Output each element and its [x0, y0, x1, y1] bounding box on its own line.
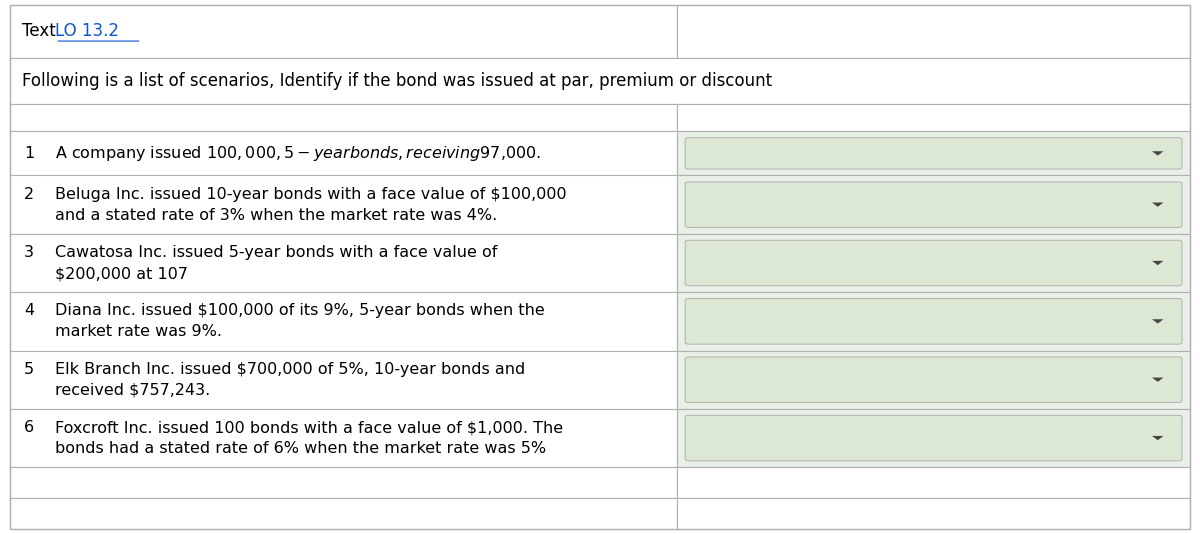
FancyBboxPatch shape	[685, 138, 1182, 169]
Polygon shape	[1152, 319, 1164, 324]
Text: 3: 3	[24, 245, 34, 260]
Text: Elk Branch Inc. issued $700,000 of 5%, 10-year bonds and: Elk Branch Inc. issued $700,000 of 5%, 1…	[55, 362, 526, 376]
Text: 6: 6	[24, 420, 34, 435]
Polygon shape	[1152, 151, 1164, 155]
Bar	[10, 409, 677, 467]
Bar	[677, 467, 1190, 498]
Polygon shape	[1152, 378, 1164, 382]
Bar	[677, 176, 1190, 234]
Polygon shape	[1152, 261, 1164, 265]
Bar	[10, 131, 677, 176]
Bar	[677, 131, 1190, 176]
Bar	[677, 409, 1190, 467]
Bar	[677, 176, 1190, 234]
Text: LO 13.2: LO 13.2	[55, 22, 119, 41]
Text: received $757,243.: received $757,243.	[55, 383, 210, 398]
Bar	[677, 104, 1190, 131]
Bar	[677, 409, 1190, 467]
Bar	[10, 234, 677, 292]
Bar	[677, 467, 1190, 498]
Bar	[677, 292, 1190, 350]
Bar	[10, 58, 1190, 104]
Bar	[10, 131, 677, 176]
FancyBboxPatch shape	[685, 182, 1182, 227]
FancyBboxPatch shape	[685, 299, 1182, 344]
Text: Text: Text	[22, 22, 60, 41]
Bar	[677, 350, 1190, 409]
Bar	[10, 104, 677, 131]
Text: 5: 5	[24, 362, 34, 376]
Text: 2: 2	[24, 187, 34, 202]
FancyBboxPatch shape	[685, 357, 1182, 403]
Bar	[677, 131, 1190, 176]
Text: A company issued $100,000, 5-year bonds, receiving $97,000.: A company issued $100,000, 5-year bonds,…	[55, 144, 541, 163]
Bar	[10, 5, 677, 58]
Bar	[10, 350, 677, 409]
Bar	[677, 292, 1190, 350]
Bar	[10, 292, 677, 350]
FancyBboxPatch shape	[685, 415, 1182, 461]
Bar	[10, 234, 677, 292]
Bar	[10, 467, 677, 498]
Bar	[10, 58, 1190, 104]
Bar	[10, 176, 677, 234]
Bar	[677, 498, 1190, 529]
Polygon shape	[1152, 436, 1164, 440]
Text: 1: 1	[24, 146, 35, 161]
Bar	[10, 498, 677, 529]
Text: market rate was 9%.: market rate was 9%.	[55, 324, 222, 340]
Bar	[677, 5, 1190, 58]
Bar	[10, 409, 677, 467]
Bar	[10, 292, 677, 350]
Bar	[10, 498, 677, 529]
Text: Beluga Inc. issued 10-year bonds with a face value of $100,000: Beluga Inc. issued 10-year bonds with a …	[55, 187, 566, 202]
FancyBboxPatch shape	[685, 240, 1182, 286]
Bar	[10, 350, 677, 409]
Bar	[10, 176, 677, 234]
Text: 4: 4	[24, 303, 34, 318]
Text: Foxcroft Inc. issued 100 bonds with a face value of $1,000. The: Foxcroft Inc. issued 100 bonds with a fa…	[55, 420, 563, 435]
Text: $200,000 at 107: $200,000 at 107	[55, 266, 188, 281]
Bar	[677, 5, 1190, 58]
Text: Cawatosa Inc. issued 5-year bonds with a face value of: Cawatosa Inc. issued 5-year bonds with a…	[55, 245, 498, 260]
Bar	[10, 467, 677, 498]
Bar	[677, 234, 1190, 292]
Bar	[677, 234, 1190, 292]
Polygon shape	[1152, 202, 1164, 207]
Text: bonds had a stated rate of 6% when the market rate was 5%: bonds had a stated rate of 6% when the m…	[55, 441, 546, 456]
Text: Following is a list of scenarios, Identify if the bond was issued at par, premiu: Following is a list of scenarios, Identi…	[22, 72, 772, 90]
Bar	[10, 5, 677, 58]
Bar	[10, 104, 677, 131]
Bar	[677, 498, 1190, 529]
Text: Diana Inc. issued $100,000 of its 9%, 5-year bonds when the: Diana Inc. issued $100,000 of its 9%, 5-…	[55, 303, 545, 318]
Text: and a stated rate of 3% when the market rate was 4%.: and a stated rate of 3% when the market …	[55, 208, 498, 223]
Bar	[677, 350, 1190, 409]
Bar	[677, 104, 1190, 131]
